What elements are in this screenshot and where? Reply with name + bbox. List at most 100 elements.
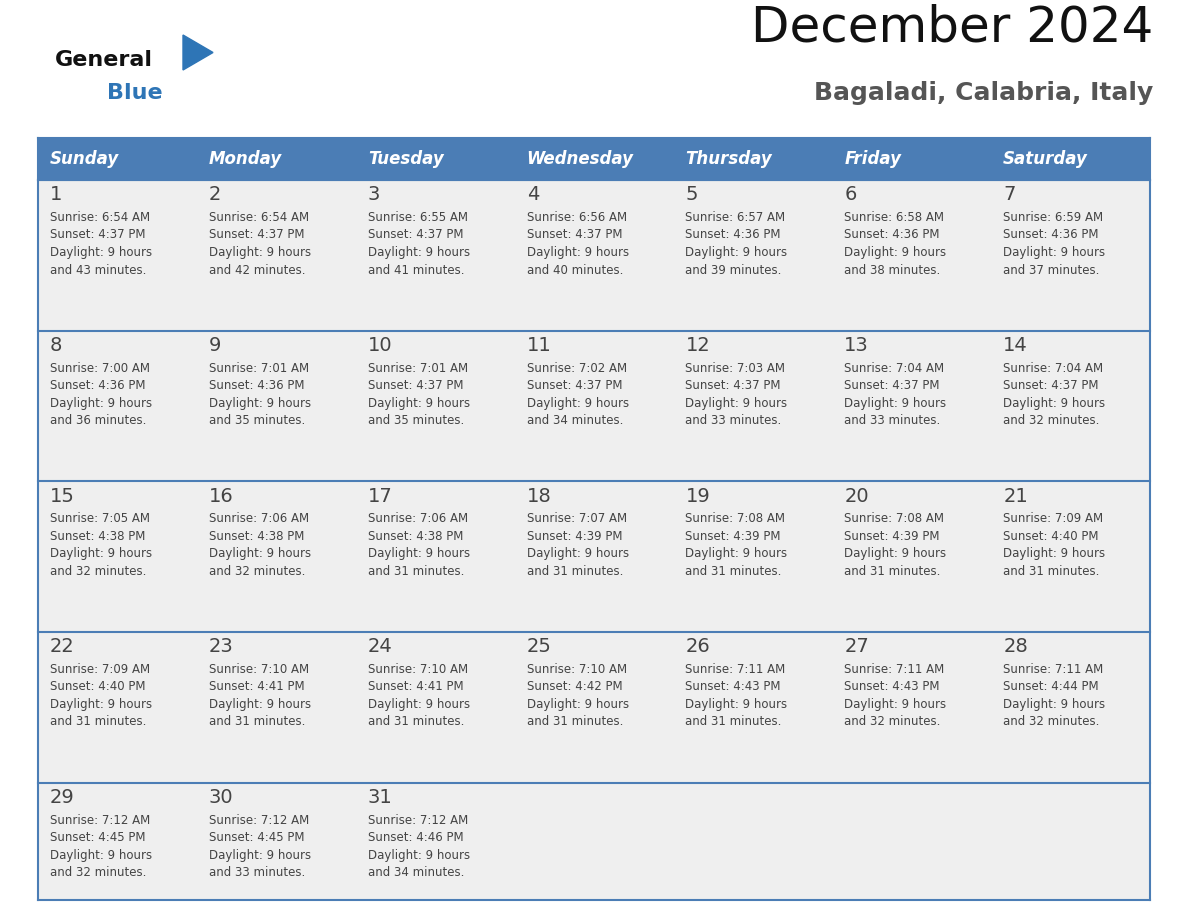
Text: Daylight: 9 hours: Daylight: 9 hours (209, 848, 311, 861)
Text: 3: 3 (368, 185, 380, 205)
Text: Sunset: 4:37 PM: Sunset: 4:37 PM (526, 229, 623, 241)
Text: Daylight: 9 hours: Daylight: 9 hours (50, 547, 152, 560)
Text: Sunrise: 7:10 AM: Sunrise: 7:10 AM (526, 663, 627, 676)
Text: Sunset: 4:41 PM: Sunset: 4:41 PM (368, 680, 463, 693)
Text: General: General (55, 50, 153, 70)
Bar (514, 481, 674, 632)
Text: and 31 minutes.: and 31 minutes. (526, 715, 623, 728)
Text: Sunrise: 7:11 AM: Sunrise: 7:11 AM (845, 663, 944, 676)
Bar (38, 180, 197, 330)
Bar (514, 330, 674, 481)
Bar (833, 481, 991, 632)
Text: Sunset: 4:41 PM: Sunset: 4:41 PM (209, 680, 304, 693)
Text: Daylight: 9 hours: Daylight: 9 hours (209, 698, 311, 711)
Text: December 2024: December 2024 (751, 4, 1154, 52)
Text: 5: 5 (685, 185, 697, 205)
Bar (833, 632, 991, 782)
Text: Daylight: 9 hours: Daylight: 9 hours (368, 848, 469, 861)
Bar (355, 138, 514, 180)
Text: Tuesday: Tuesday (368, 150, 443, 168)
Text: 4: 4 (526, 185, 539, 205)
Text: and 35 minutes.: and 35 minutes. (209, 414, 305, 427)
Text: 2: 2 (209, 185, 221, 205)
Text: Daylight: 9 hours: Daylight: 9 hours (845, 397, 947, 409)
Text: Sunrise: 7:01 AM: Sunrise: 7:01 AM (209, 362, 309, 375)
Text: Daylight: 9 hours: Daylight: 9 hours (845, 698, 947, 711)
Text: 28: 28 (1003, 637, 1028, 656)
Text: Sunrise: 6:59 AM: Sunrise: 6:59 AM (1003, 211, 1104, 224)
Text: 17: 17 (368, 487, 392, 506)
Text: Sunset: 4:39 PM: Sunset: 4:39 PM (526, 530, 623, 543)
Text: Daylight: 9 hours: Daylight: 9 hours (526, 547, 628, 560)
Text: Sunrise: 7:10 AM: Sunrise: 7:10 AM (209, 663, 309, 676)
Text: 15: 15 (50, 487, 75, 506)
Text: and 31 minutes.: and 31 minutes. (526, 565, 623, 577)
Text: and 33 minutes.: and 33 minutes. (845, 414, 941, 427)
Text: Sunrise: 7:03 AM: Sunrise: 7:03 AM (685, 362, 785, 375)
Bar (991, 632, 1150, 782)
Text: and 31 minutes.: and 31 minutes. (685, 715, 782, 728)
Text: and 39 minutes.: and 39 minutes. (685, 263, 782, 276)
Polygon shape (183, 35, 213, 70)
Bar (355, 782, 514, 900)
Text: Sunset: 4:45 PM: Sunset: 4:45 PM (209, 831, 304, 844)
Text: and 31 minutes.: and 31 minutes. (845, 565, 941, 577)
Bar (38, 138, 197, 180)
Text: 12: 12 (685, 336, 710, 355)
Text: 22: 22 (50, 637, 75, 656)
Text: and 32 minutes.: and 32 minutes. (1003, 715, 1100, 728)
Bar (833, 330, 991, 481)
Bar (674, 330, 833, 481)
Text: Sunset: 4:36 PM: Sunset: 4:36 PM (685, 229, 781, 241)
Text: Sunrise: 6:56 AM: Sunrise: 6:56 AM (526, 211, 627, 224)
Text: 18: 18 (526, 487, 551, 506)
Text: and 32 minutes.: and 32 minutes. (209, 565, 305, 577)
Text: Sunrise: 6:54 AM: Sunrise: 6:54 AM (50, 211, 150, 224)
Bar (197, 180, 355, 330)
Text: Sunset: 4:36 PM: Sunset: 4:36 PM (845, 229, 940, 241)
Bar (991, 330, 1150, 481)
Text: Sunrise: 7:02 AM: Sunrise: 7:02 AM (526, 362, 627, 375)
Text: Daylight: 9 hours: Daylight: 9 hours (50, 397, 152, 409)
Text: Sunset: 4:37 PM: Sunset: 4:37 PM (50, 229, 145, 241)
Bar (674, 782, 833, 900)
Bar (991, 180, 1150, 330)
Text: Sunset: 4:37 PM: Sunset: 4:37 PM (526, 379, 623, 392)
Bar (355, 632, 514, 782)
Text: Sunset: 4:42 PM: Sunset: 4:42 PM (526, 680, 623, 693)
Text: Sunrise: 7:12 AM: Sunrise: 7:12 AM (209, 813, 309, 826)
Text: Sunset: 4:37 PM: Sunset: 4:37 PM (209, 229, 304, 241)
Text: Daylight: 9 hours: Daylight: 9 hours (845, 547, 947, 560)
Text: 16: 16 (209, 487, 234, 506)
Text: Sunrise: 7:07 AM: Sunrise: 7:07 AM (526, 512, 627, 525)
Text: Sunset: 4:39 PM: Sunset: 4:39 PM (845, 530, 940, 543)
Text: and 34 minutes.: and 34 minutes. (368, 866, 465, 879)
Text: Sunset: 4:40 PM: Sunset: 4:40 PM (1003, 530, 1099, 543)
Text: 7: 7 (1003, 185, 1016, 205)
Text: 10: 10 (368, 336, 392, 355)
Text: Sunrise: 7:11 AM: Sunrise: 7:11 AM (685, 663, 785, 676)
Bar (674, 180, 833, 330)
Text: and 31 minutes.: and 31 minutes. (685, 565, 782, 577)
Text: Wednesday: Wednesday (526, 150, 633, 168)
Text: 20: 20 (845, 487, 868, 506)
Text: and 33 minutes.: and 33 minutes. (685, 414, 782, 427)
Text: 23: 23 (209, 637, 234, 656)
Bar (991, 782, 1150, 900)
Text: 27: 27 (845, 637, 870, 656)
Text: Daylight: 9 hours: Daylight: 9 hours (685, 698, 788, 711)
Text: Sunrise: 6:55 AM: Sunrise: 6:55 AM (368, 211, 468, 224)
Bar (355, 330, 514, 481)
Text: Daylight: 9 hours: Daylight: 9 hours (1003, 397, 1105, 409)
Text: Sunrise: 7:00 AM: Sunrise: 7:00 AM (50, 362, 150, 375)
Bar (514, 632, 674, 782)
Text: and 35 minutes.: and 35 minutes. (368, 414, 465, 427)
Text: Daylight: 9 hours: Daylight: 9 hours (1003, 698, 1105, 711)
Text: and 31 minutes.: and 31 minutes. (209, 715, 305, 728)
Text: Monday: Monday (209, 150, 282, 168)
Bar (355, 481, 514, 632)
Bar (197, 782, 355, 900)
Text: Daylight: 9 hours: Daylight: 9 hours (209, 547, 311, 560)
Bar (197, 330, 355, 481)
Text: Daylight: 9 hours: Daylight: 9 hours (50, 848, 152, 861)
